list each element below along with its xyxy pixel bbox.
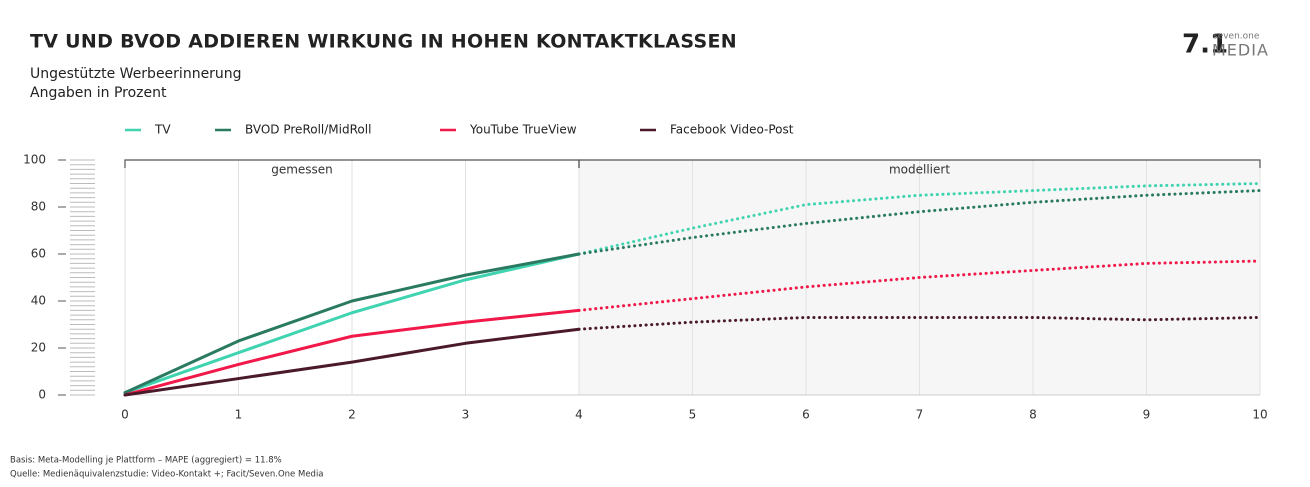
x-tick-label: 8 [1029, 408, 1037, 422]
series-line [123, 327, 581, 397]
subtitle: Ungestützte Werbeerinnerung [30, 66, 242, 82]
legend-label: BVOD PreRoll/MidRoll [245, 123, 371, 137]
x-tick-label: 0 [121, 408, 129, 422]
y-tick-label: 20 [31, 341, 46, 355]
legend-label: YouTube TrueView [469, 123, 577, 137]
logo-text: seven.one [1213, 32, 1260, 42]
series-line [123, 252, 581, 395]
x-tick-label: 5 [689, 408, 697, 422]
x-tick-label: 3 [462, 408, 470, 422]
series-line-modelled [577, 315, 1262, 331]
subtitle: Angaben in Prozent [30, 85, 167, 101]
y-tick-label: 100 [23, 153, 46, 167]
x-tick-label: 10 [1252, 408, 1267, 422]
y-tick-label: 0 [38, 388, 46, 402]
x-tick-label: 9 [1143, 408, 1151, 422]
legend-label: TV [154, 123, 171, 137]
series-line-modelled [577, 189, 1262, 256]
region-label: gemessen [271, 163, 333, 177]
series-line-modelled [577, 182, 1262, 256]
footnote: Basis: Meta-Modelling je Plattform – MAP… [10, 456, 282, 466]
y-tick-label: 80 [31, 200, 46, 214]
region-bracket [578, 159, 1261, 168]
chart-title: TV UND BVOD ADDIEREN WIRKUNG IN HOHEN KO… [30, 31, 737, 53]
logo-mark: 7.1 [1182, 30, 1228, 60]
region-label: modelliert [889, 163, 950, 177]
series-line [123, 252, 581, 395]
footnote: Quelle: Medienäquivalenzstudie: Video-Ko… [10, 470, 324, 480]
x-tick-label: 6 [802, 408, 810, 422]
series-line-modelled [577, 259, 1262, 312]
legend-label: Facebook Video-Post [670, 123, 794, 137]
series-line [123, 308, 581, 397]
y-tick-label: 40 [31, 294, 46, 308]
x-tick-label: 2 [348, 408, 356, 422]
logo-text: MEDIA [1212, 41, 1269, 60]
x-tick-label: 1 [235, 408, 243, 422]
y-tick-label: 60 [31, 247, 46, 261]
x-tick-label: 7 [916, 408, 924, 422]
x-tick-label: 4 [575, 408, 583, 422]
